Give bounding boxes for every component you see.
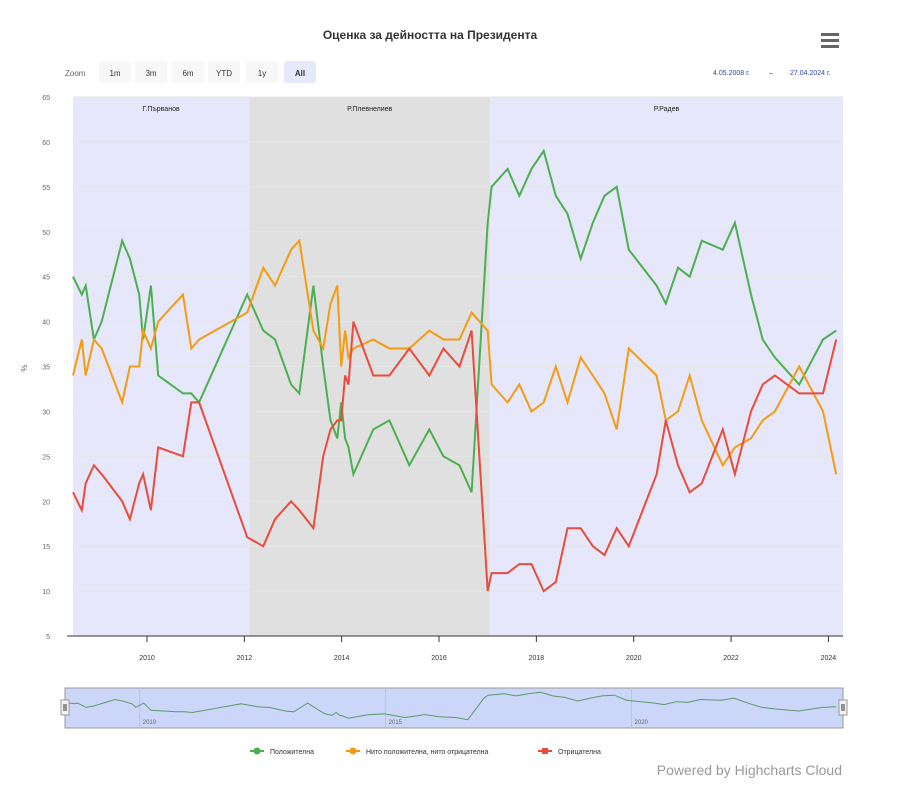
x-tick-label: 2018 — [529, 655, 545, 662]
y-tick-label: 55 — [42, 185, 50, 192]
x-tick-label: 2022 — [723, 655, 739, 662]
legend-item-1[interactable]: Нито положителна, нито отрицателна — [346, 747, 489, 757]
y-tick-label: 5 — [46, 634, 50, 641]
chart-title: Оценка за дейността на Президента — [323, 28, 538, 42]
zoom-button-ytd[interactable]: YTD — [208, 61, 240, 83]
zoom-button-1y[interactable]: 1y — [246, 61, 278, 83]
zoom-button-3m[interactable]: 3m — [135, 61, 167, 83]
y-axis-label: % — [20, 364, 29, 371]
zoom-button-label: 6m — [182, 69, 193, 78]
plot-band-label: Р.Радев — [654, 106, 680, 113]
navigator-tick-label: 2015 — [389, 720, 403, 726]
legend-circle-marker-icon — [349, 747, 357, 755]
x-tick-label: 2016 — [431, 655, 447, 662]
legend-label: Нито положителна, нито отрицателна — [366, 749, 489, 756]
zoom-button-1m[interactable]: 1m — [99, 61, 131, 83]
zoom-label: Zoom — [65, 69, 86, 78]
zoom-button-all[interactable]: All — [284, 61, 316, 83]
navigator-handle-right[interactable] — [838, 699, 848, 716]
y-tick-label: 35 — [42, 365, 50, 372]
credits[interactable]: Powered by Highcharts Cloud — [657, 762, 842, 778]
zoom-button-label: All — [295, 69, 305, 78]
y-tick-label: 60 — [42, 140, 50, 147]
x-tick-label: 2012 — [237, 655, 253, 662]
y-tick-label: 65 — [42, 95, 50, 102]
legend-circle-marker-icon — [253, 747, 261, 755]
navigator-series — [64, 691, 837, 721]
y-tick-label: 45 — [42, 275, 50, 282]
x-tick-label: 2020 — [626, 655, 642, 662]
navigator-mask[interactable] — [64, 687, 844, 729]
y-tick-label: 40 — [42, 320, 50, 327]
series-line-1[interactable] — [72, 238, 838, 475]
y-tick-label: 15 — [42, 544, 50, 551]
legend-item-0[interactable]: Положителна — [250, 747, 314, 757]
legend-label: Отрицателна — [558, 749, 601, 756]
navigator-tick-label: 2020 — [635, 720, 649, 726]
hamburger-menu-icon[interactable] — [821, 33, 839, 48]
y-tick-label: 10 — [42, 589, 50, 596]
navigator[interactable]: 2010 2015 2020 — [60, 687, 848, 729]
range-separator: – — [769, 70, 773, 77]
zoom-button-label: 1y — [258, 69, 266, 78]
navigator-tick-label: 2010 — [143, 720, 157, 726]
y-tick-label: 50 — [42, 230, 50, 237]
plot-band-label: Р.Плевнелиев — [347, 106, 392, 113]
x-tick-label: 2024 — [821, 655, 837, 662]
zoom-button-label: YTD — [216, 69, 232, 78]
legend-item-2[interactable]: Отрицателна — [538, 748, 601, 756]
legend-label: Положителна — [270, 749, 314, 756]
zoom-button-label: 1m — [109, 69, 120, 78]
plot-band-label: Г.Първанов — [142, 106, 179, 113]
zoom-button-6m[interactable]: 6m — [172, 61, 204, 83]
series-line-2[interactable] — [72, 321, 838, 593]
navigator-handle-left[interactable] — [60, 699, 70, 716]
series-line-0[interactable] — [72, 148, 837, 493]
legend-square-marker-icon — [542, 748, 548, 754]
range-to-input[interactable]: 27.04.2024 г. — [790, 70, 831, 77]
y-tick-label: 25 — [42, 454, 50, 461]
y-tick-label: 30 — [42, 409, 50, 416]
zoom-button-label: 3m — [145, 69, 156, 78]
y-tick-label: 20 — [42, 499, 50, 506]
x-tick-label: 2010 — [139, 655, 155, 662]
x-tick-label: 2014 — [334, 655, 350, 662]
range-from-input[interactable]: 4.05.2008 г. — [713, 70, 750, 77]
